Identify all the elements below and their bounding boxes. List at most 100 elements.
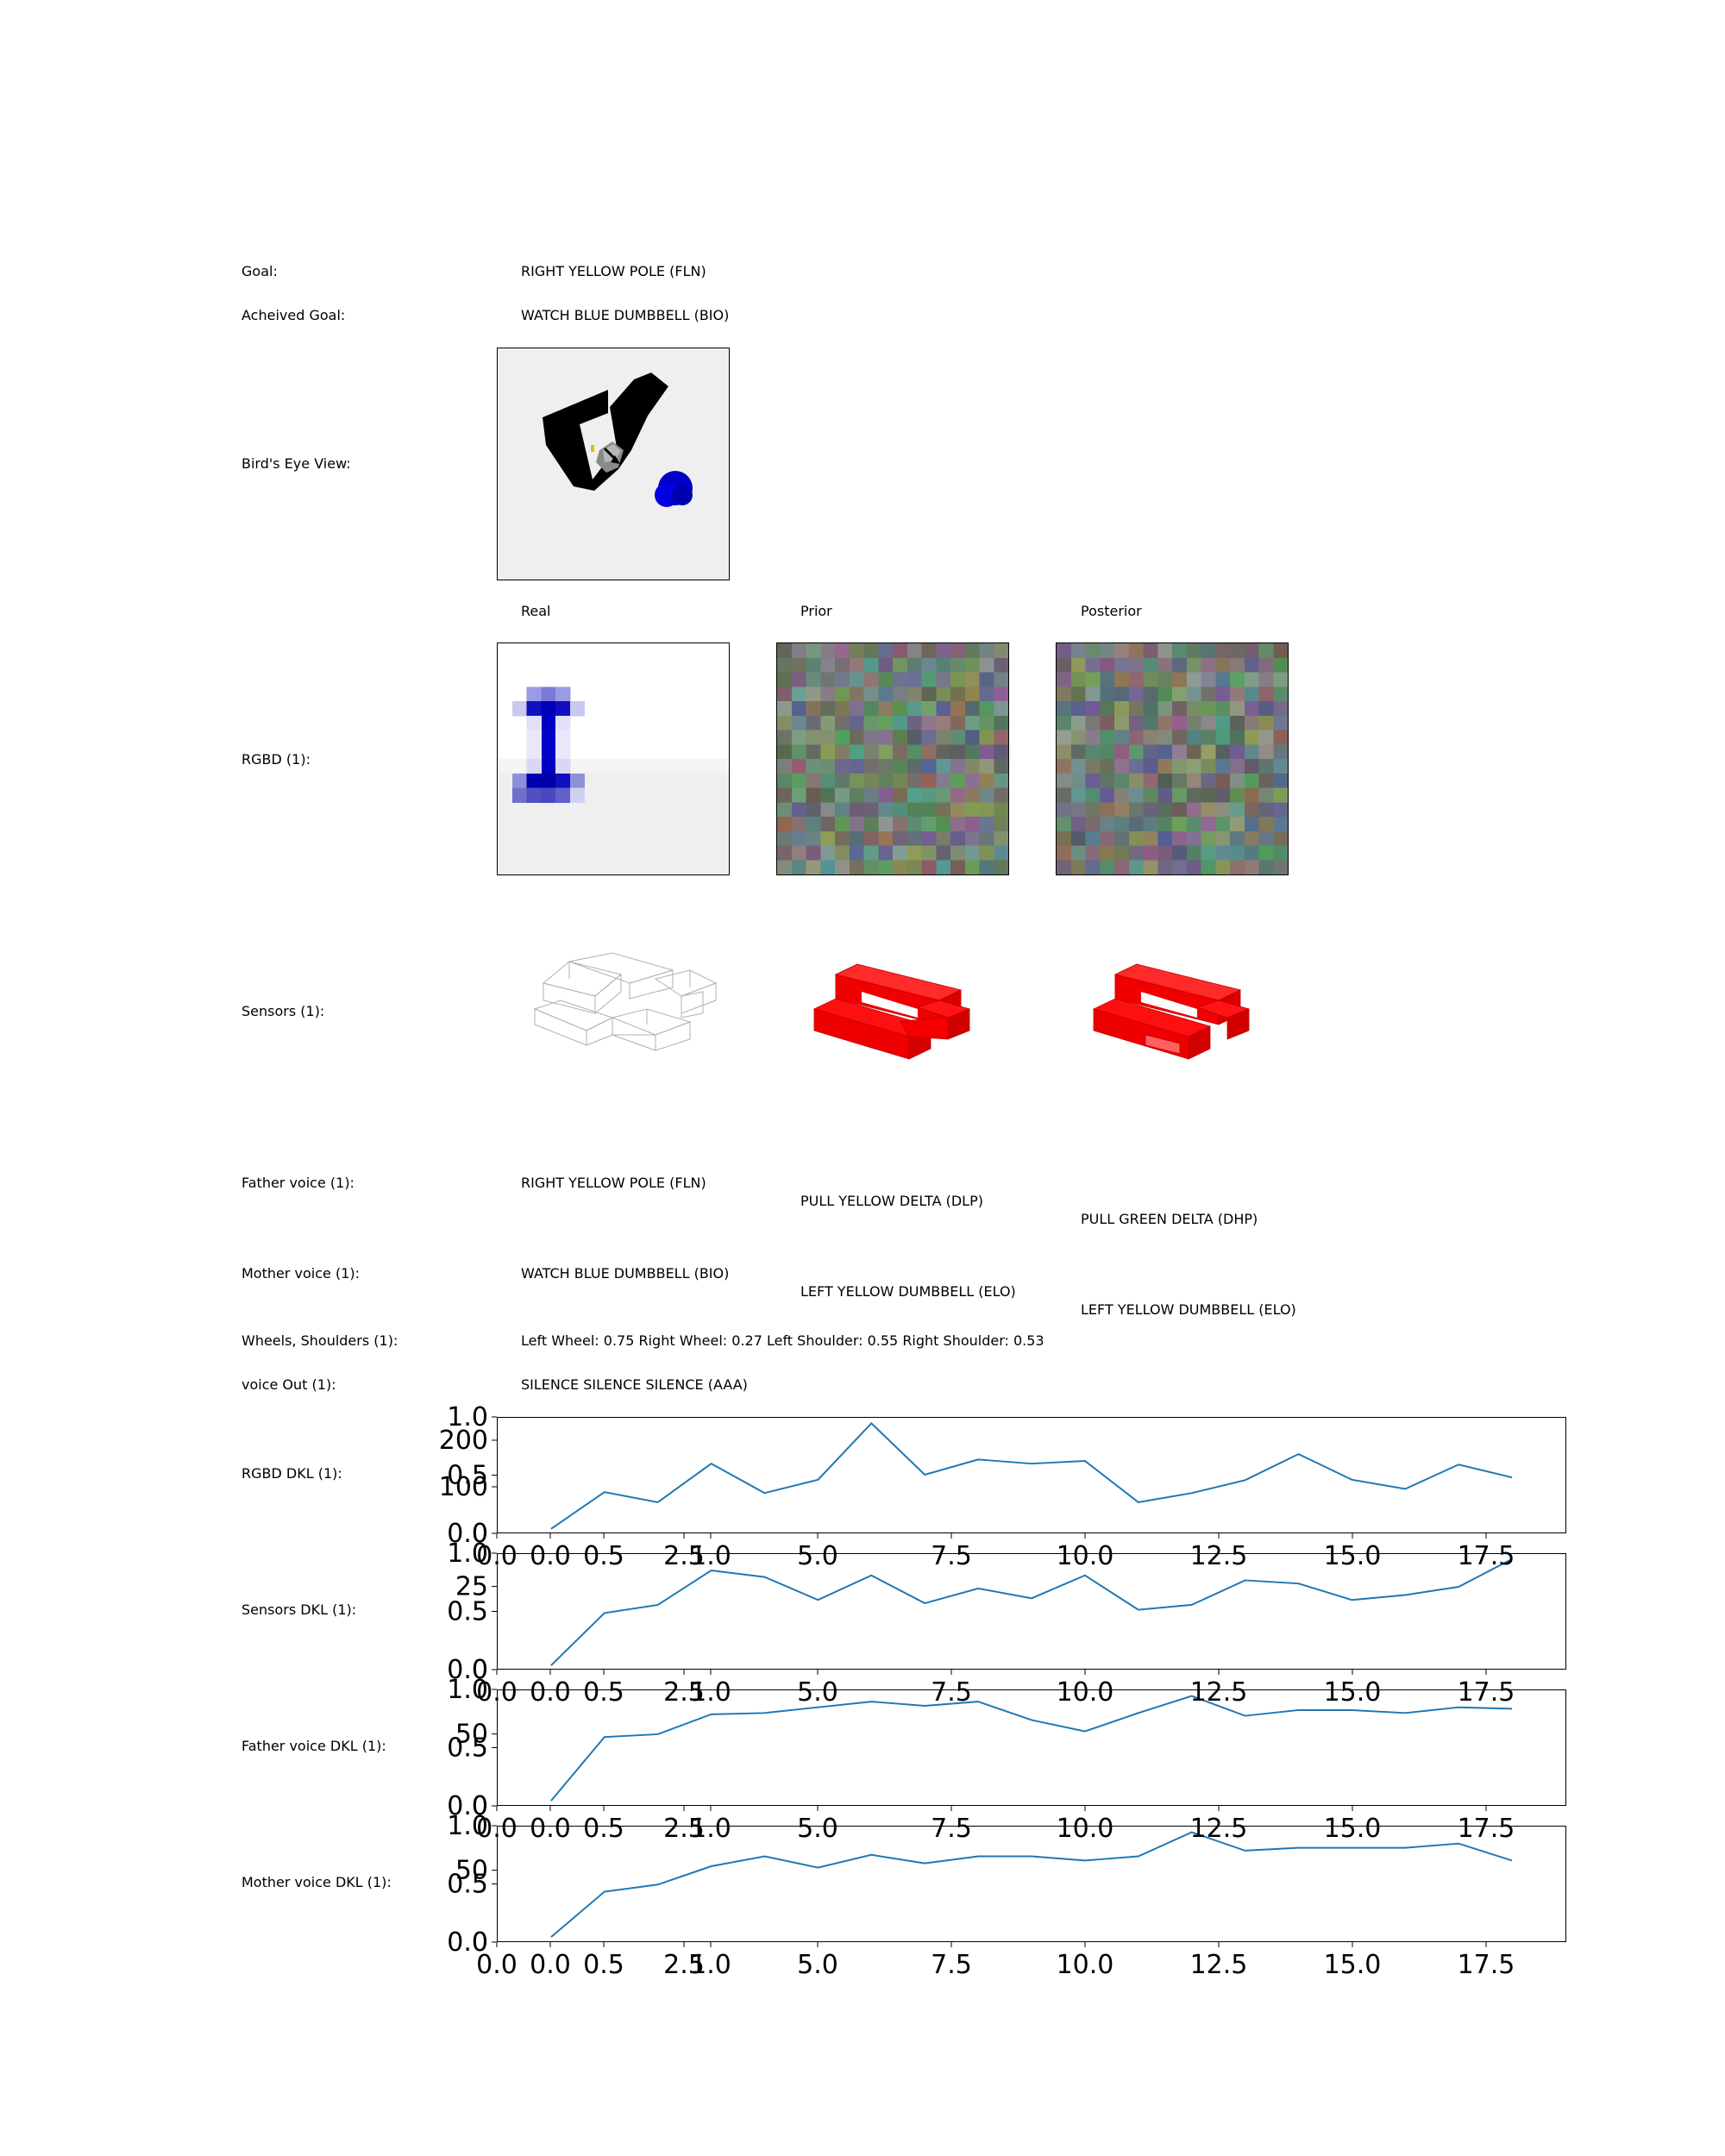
xtick-label: 0.0 — [476, 1541, 518, 1571]
noise-pixel — [1100, 802, 1115, 818]
noise-pixel — [1186, 773, 1201, 788]
xtick-label: 1.0 — [690, 1677, 731, 1708]
noise-pixel — [849, 817, 864, 832]
xtick-label: 15.0 — [1324, 1541, 1382, 1571]
noise-pixel — [1172, 817, 1188, 832]
noise-pixel — [979, 730, 994, 745]
ytick-label: 1.0 — [447, 1675, 488, 1705]
noise-pixel — [994, 672, 1009, 687]
dumbbell-pixel — [569, 787, 585, 803]
noise-pixel — [893, 715, 908, 730]
noise-pixel — [1114, 817, 1130, 832]
noise-pixel — [1215, 701, 1231, 717]
noise-pixel — [1157, 672, 1173, 687]
noise-pixel — [893, 686, 908, 702]
noise-pixel — [1157, 830, 1173, 846]
noise-pixel — [777, 787, 793, 803]
noise-pixel — [921, 672, 937, 687]
blue-dumbbell-blob-3 — [672, 485, 693, 505]
noise-pixel — [806, 715, 821, 730]
noise-pixel — [1070, 672, 1086, 687]
noise-pixel — [1057, 657, 1072, 673]
noise-pixel — [1100, 686, 1115, 702]
voice-out-value: SILENCE SILENCE SILENCE (AAA) — [521, 1376, 748, 1393]
noise-pixel — [1085, 643, 1101, 659]
ytick-label: 200 — [439, 1426, 488, 1456]
mother-voice-label: Mother voice (1): — [242, 1265, 360, 1282]
xtick-label: 0.0 — [530, 1814, 571, 1844]
noise-pixel — [849, 657, 864, 673]
noise-pixel — [1215, 643, 1231, 659]
noise-pixel — [1143, 830, 1158, 846]
xtick-label: 2.5 — [663, 1950, 705, 1980]
dumbbell-pixel — [526, 787, 542, 803]
noise-pixel — [1244, 830, 1259, 846]
noise-pixel — [893, 744, 908, 760]
xtick-label: 15.0 — [1324, 1677, 1382, 1708]
noise-pixel — [791, 730, 806, 745]
ytick-label: 100 — [439, 1472, 488, 1502]
dumbbell-pixel — [526, 759, 542, 774]
noise-pixel — [1100, 830, 1115, 846]
noise-pixel — [863, 802, 879, 818]
xtick-label: 10.0 — [1057, 1541, 1114, 1571]
noise-pixel — [979, 802, 994, 818]
noise-pixel — [1143, 802, 1158, 818]
xtick-label: 0.0 — [476, 1950, 518, 1980]
noise-pixel — [921, 787, 937, 803]
noise-pixel — [964, 730, 980, 745]
noise-pixel — [777, 773, 793, 788]
noise-pixel — [1258, 701, 1274, 717]
mother-voice-prior: LEFT YELLOW DUMBBELL (ELO) — [800, 1283, 1016, 1300]
noise-pixel — [1070, 643, 1086, 659]
noise-pixel — [878, 860, 894, 875]
noise-pixel — [1143, 730, 1158, 745]
noise-pixel — [1128, 744, 1144, 760]
noise-pixel — [994, 845, 1009, 861]
noise-pixel — [1273, 830, 1289, 846]
noise-pixel — [1230, 773, 1245, 788]
noise-pixel — [1143, 817, 1158, 832]
noise-pixel — [994, 686, 1009, 702]
noise-pixel — [1186, 672, 1201, 687]
noise-pixel — [878, 672, 894, 687]
dumbbell-pixel — [511, 701, 527, 717]
xtick-label: 2.5 — [663, 1677, 705, 1708]
noise-pixel — [1157, 715, 1173, 730]
noise-pixel — [1057, 672, 1072, 687]
noise-pixel — [936, 773, 951, 788]
noise-pixel — [1273, 845, 1289, 861]
noise-pixel — [1128, 860, 1144, 875]
noise-pixel — [1244, 730, 1259, 745]
noise-pixel — [1057, 802, 1072, 818]
noise-pixel — [906, 830, 922, 846]
dumbbell-pixel — [526, 773, 542, 788]
noise-pixel — [1157, 686, 1173, 702]
noise-pixel — [893, 860, 908, 875]
noise-pixel — [1201, 817, 1216, 832]
dumbbell-pixel — [555, 787, 571, 803]
noise-pixel — [1186, 860, 1201, 875]
ytick-label: 50 — [455, 1856, 488, 1886]
noise-pixel — [1172, 744, 1188, 760]
blue-dumbbell-blob-2 — [655, 483, 679, 507]
noise-pixel — [1143, 744, 1158, 760]
noise-pixel — [964, 643, 980, 659]
noise-pixel — [777, 744, 793, 760]
dumbbell-pixel — [555, 773, 571, 788]
noise-pixel — [835, 802, 850, 818]
noise-pixel — [1128, 643, 1144, 659]
noise-pixel — [1085, 657, 1101, 673]
noise-pixel — [878, 830, 894, 846]
noise-pixel — [1057, 817, 1072, 832]
noise-pixel — [878, 817, 894, 832]
noise-pixel — [791, 744, 806, 760]
noise-pixel — [849, 773, 864, 788]
noise-pixel — [1070, 730, 1086, 745]
noise-pixel — [906, 672, 922, 687]
noise-pixel — [1186, 701, 1201, 717]
dumbbell-pixel — [541, 773, 556, 788]
noise-pixel — [1186, 845, 1201, 861]
noise-pixel — [1114, 773, 1130, 788]
dumbbell-pixel — [541, 686, 556, 702]
